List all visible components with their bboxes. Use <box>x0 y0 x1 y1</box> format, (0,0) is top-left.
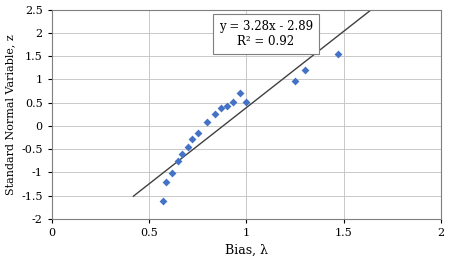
Point <box>301 68 308 72</box>
Point <box>175 159 182 163</box>
Point <box>194 131 201 135</box>
Point <box>169 171 176 175</box>
Point <box>163 179 170 184</box>
Point <box>243 100 250 104</box>
Y-axis label: Standard Normal Variable, z: Standard Normal Variable, z <box>5 34 16 195</box>
X-axis label: Bias, λ: Bias, λ <box>225 243 268 256</box>
Point <box>188 137 195 141</box>
Point <box>212 112 219 116</box>
Point <box>217 106 225 110</box>
Point <box>229 100 236 104</box>
Point <box>184 145 191 149</box>
Text: y = 3.28x - 2.89
R² = 0.92: y = 3.28x - 2.89 R² = 0.92 <box>219 20 313 48</box>
Point <box>204 120 211 124</box>
Point <box>223 104 230 108</box>
Point <box>334 52 342 56</box>
Point <box>291 79 298 83</box>
Point <box>237 91 244 95</box>
Point <box>179 152 186 156</box>
Point <box>159 199 166 203</box>
